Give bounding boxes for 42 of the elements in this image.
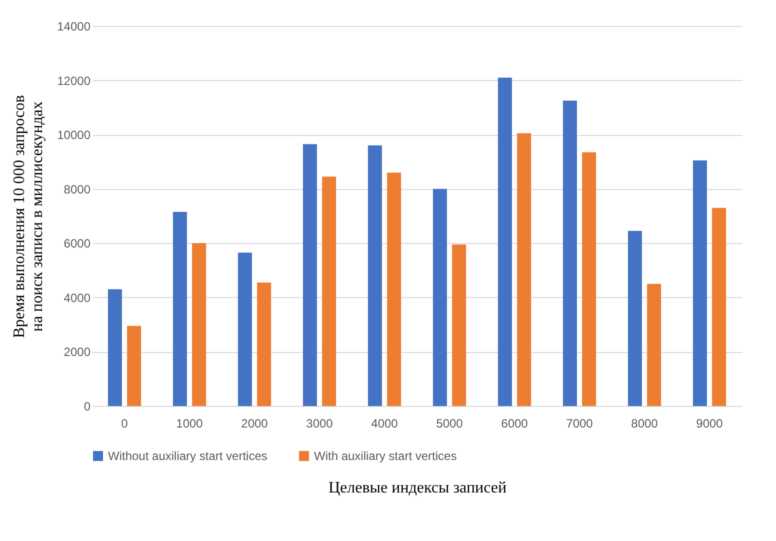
x-tick-label: 5000 (436, 416, 464, 430)
bar (108, 289, 122, 406)
bar (257, 282, 272, 406)
bar (452, 244, 466, 406)
bar (692, 160, 707, 406)
bar (647, 284, 662, 406)
bar (238, 252, 252, 406)
y-tick-label: 8000 (64, 182, 91, 196)
y-tick-label: 10000 (57, 128, 91, 142)
bar (517, 133, 532, 406)
x-axis-title: Целевые индексы записей (328, 480, 507, 496)
bar (387, 172, 402, 406)
bar (127, 326, 142, 406)
y-tick-label: 4000 (64, 290, 91, 305)
x-tick-label: 3000 (306, 416, 334, 430)
y-tick-label: 0 (84, 400, 91, 414)
bar (368, 145, 382, 406)
legend-label: With auxiliary start vertices (314, 449, 457, 463)
x-tick-label: 0 (121, 416, 128, 430)
x-tick-label: 8000 (631, 416, 658, 430)
y-tick-label: 12000 (57, 74, 91, 88)
bar (322, 176, 336, 406)
bar (498, 78, 512, 406)
legend-label: Without auxiliary start vertices (108, 449, 268, 463)
y-tick-label: 2000 (64, 345, 91, 360)
x-tick-label: 6000 (501, 416, 528, 430)
y-tick-label: 6000 (64, 236, 91, 251)
bar (582, 152, 596, 406)
x-tick-label: 9000 (696, 416, 724, 430)
x-tick-label: 1000 (176, 416, 204, 430)
bar (432, 188, 447, 406)
bar (192, 243, 206, 406)
bar (628, 230, 642, 406)
bar (562, 100, 577, 406)
x-tick-label: 4000 (371, 416, 398, 430)
y-tick-label: 14000 (57, 20, 91, 34)
bar (172, 212, 187, 406)
x-tick-label: 7000 (566, 416, 594, 430)
y-axis-title: Время выполнения 10 000 запросов на поиск записи в миллисекундах (11, 94, 46, 338)
bar (302, 144, 317, 406)
x-tick-label: 2000 (241, 416, 268, 430)
bar (712, 208, 726, 406)
